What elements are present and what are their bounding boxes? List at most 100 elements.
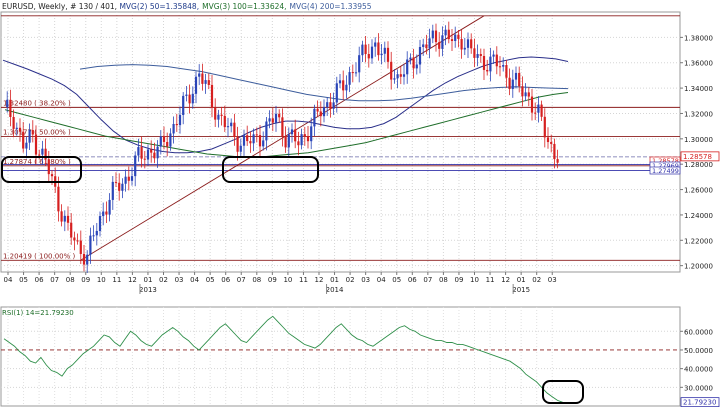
time-tick-label: 11 bbox=[486, 276, 495, 284]
candle-body bbox=[386, 47, 390, 62]
price-tick-label: 1.24000 bbox=[684, 212, 713, 220]
candle-body bbox=[396, 74, 399, 79]
price-tick-label: 1.28000 bbox=[684, 161, 713, 169]
time-tick-label: 12 bbox=[315, 276, 324, 284]
candle-body bbox=[284, 136, 287, 148]
candle-body bbox=[217, 114, 220, 120]
price-tick-label: 1.20000 bbox=[684, 263, 713, 271]
time-tick-label: 04 bbox=[190, 276, 199, 284]
candle-body bbox=[130, 176, 134, 181]
header-mvg100: MVG(3) 100=1.33624, bbox=[202, 2, 286, 11]
time-tick-label: 11 bbox=[299, 276, 308, 284]
candle-body bbox=[342, 80, 345, 91]
candle-body bbox=[495, 54, 498, 67]
candle-body bbox=[434, 30, 438, 43]
candle-body bbox=[348, 72, 351, 85]
time-tick-label: 04 bbox=[4, 276, 13, 284]
candle-body bbox=[345, 84, 348, 91]
price-tick-label: 1.36000 bbox=[684, 60, 713, 68]
candle-body bbox=[102, 211, 105, 217]
candle-body bbox=[25, 142, 28, 149]
candle-body bbox=[367, 53, 370, 59]
candle-body bbox=[169, 133, 172, 147]
candle-body bbox=[310, 126, 313, 142]
candle-body bbox=[12, 116, 15, 129]
candle-body bbox=[105, 211, 108, 215]
time-tick-label: 01 bbox=[330, 276, 339, 284]
candle-body bbox=[486, 69, 489, 72]
time-tick-label: 08 bbox=[439, 276, 448, 284]
time-tick-label: 07 bbox=[423, 276, 432, 284]
candle-body bbox=[255, 134, 258, 136]
candle-body bbox=[22, 131, 25, 149]
rsi-pane-frame bbox=[0, 306, 681, 407]
rsi-tick-label: 60.0000 bbox=[684, 328, 713, 336]
candle-body bbox=[111, 181, 114, 200]
candle-body bbox=[226, 126, 230, 128]
candle-body bbox=[281, 117, 284, 137]
candle-body bbox=[28, 130, 31, 143]
price-tag-box bbox=[649, 166, 681, 175]
candle-body bbox=[265, 121, 268, 141]
moving-averages bbox=[2, 56, 569, 158]
candle-body bbox=[233, 122, 236, 137]
candle-body bbox=[511, 79, 514, 89]
time-tick-label: 10 bbox=[470, 276, 479, 284]
candle-body bbox=[86, 254, 89, 265]
fib-levels: 1.32480 ( 38.20% ) 1.30177 ( 50.00% ) 1.27… bbox=[1, 15, 680, 261]
candle-body bbox=[150, 149, 153, 153]
candle-body bbox=[121, 183, 124, 191]
highlight-box-center bbox=[222, 156, 319, 183]
candle-body bbox=[249, 141, 252, 144]
candle-body bbox=[505, 65, 508, 78]
candle-body bbox=[383, 47, 386, 54]
time-tick-label: 03 bbox=[361, 276, 370, 284]
time-tick-label: 05 bbox=[392, 276, 401, 284]
candle-body bbox=[553, 143, 556, 160]
candle-body bbox=[354, 72, 358, 74]
time-tick-label: 05 bbox=[206, 276, 215, 284]
candle-body bbox=[57, 186, 60, 212]
candle-body bbox=[223, 115, 226, 128]
candle-body bbox=[412, 57, 415, 69]
candle-body bbox=[156, 146, 159, 159]
candle-body bbox=[18, 127, 22, 132]
candle-body bbox=[380, 53, 383, 56]
candle-body bbox=[447, 29, 450, 40]
candle-body bbox=[316, 108, 319, 112]
time-tick-label: 02 bbox=[159, 276, 168, 284]
rsi-tick-label: 30.0000 bbox=[684, 384, 713, 392]
candle-body bbox=[290, 129, 294, 135]
candle-body bbox=[338, 80, 342, 84]
candle-body bbox=[9, 99, 12, 117]
candle-body bbox=[47, 159, 50, 175]
candle-body bbox=[473, 48, 476, 58]
candle-body bbox=[268, 118, 271, 122]
candle-body bbox=[546, 137, 550, 143]
candle-body bbox=[66, 215, 70, 223]
rsi-value-label: 21.79230 bbox=[683, 399, 716, 407]
candle-body bbox=[498, 66, 502, 68]
candle-body bbox=[15, 127, 18, 129]
candle-body bbox=[246, 135, 249, 142]
candle-body bbox=[92, 235, 95, 237]
candle-body bbox=[489, 56, 492, 72]
time-tick-label: 12 bbox=[501, 276, 510, 284]
current-price-tag bbox=[680, 151, 720, 162]
candle-body bbox=[140, 147, 143, 159]
time-tick-label: 09 bbox=[454, 276, 463, 284]
candle-body bbox=[482, 55, 486, 70]
candle-body bbox=[313, 108, 316, 127]
candle-body bbox=[463, 47, 466, 50]
time-tick-label: 07 bbox=[237, 276, 246, 284]
time-tick-label: 06 bbox=[221, 276, 230, 284]
candle-body bbox=[287, 134, 290, 148]
highlight-boxes bbox=[1, 156, 319, 183]
candle-body bbox=[390, 61, 393, 80]
candle-body bbox=[460, 38, 463, 50]
time-tick-label: 02 bbox=[346, 276, 355, 284]
candle-body bbox=[361, 44, 364, 56]
candle-body bbox=[550, 142, 553, 144]
candle-body bbox=[377, 42, 380, 56]
year-label: 2013 bbox=[139, 286, 157, 294]
